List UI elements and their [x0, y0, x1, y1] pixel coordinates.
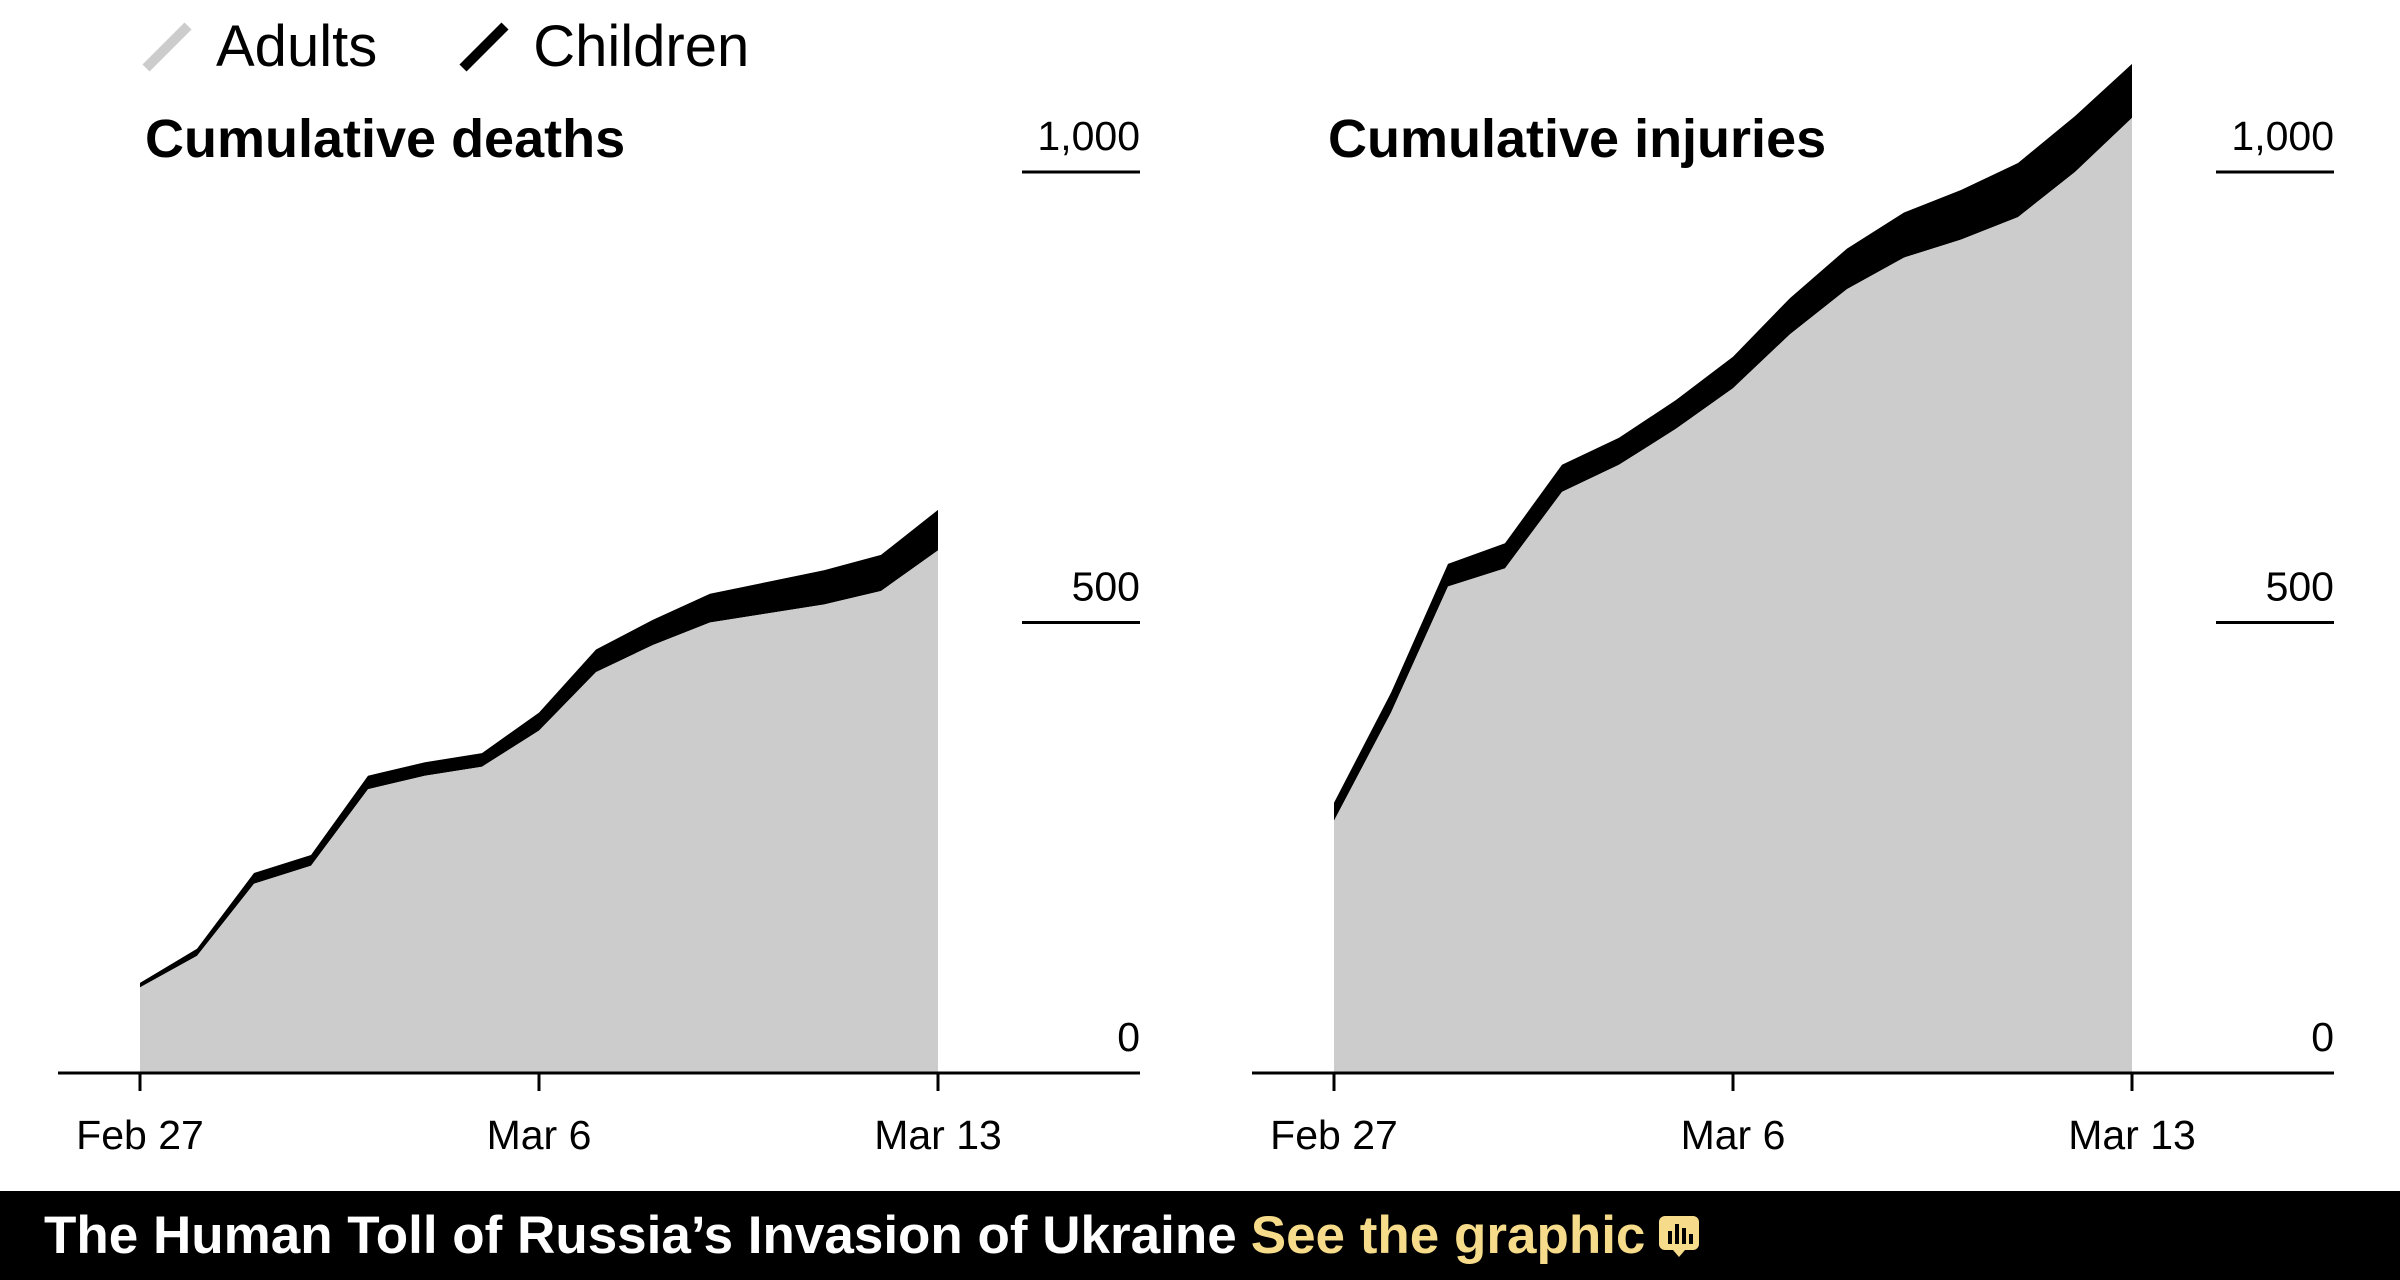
injuries-ytick-label-0: 0 — [2311, 1014, 2334, 1060]
footer-banner[interactable]: The Human Toll of Russia’s Invasion of U… — [0, 1191, 2400, 1280]
deaths-xtick-label-1: Mar 6 — [487, 1112, 592, 1158]
legend-item-adults: Adults — [140, 18, 377, 76]
legend-label-children: Children — [533, 14, 750, 79]
injuries-children-area — [1334, 63, 2132, 821]
injuries-xtick-label-0: Feb 27 — [1270, 1112, 1398, 1158]
deaths-ytick-label-1: 500 — [1072, 564, 1140, 610]
adults-swatch-icon — [142, 22, 192, 72]
legend-label-adults: Adults — [216, 14, 378, 79]
deaths-adults-area — [140, 550, 938, 1073]
deaths-xtick-label-0: Feb 27 — [76, 1112, 204, 1158]
injuries-chart-title: Cumulative injuries — [1328, 109, 1827, 169]
injuries-ytick-label-2: 1,000 — [2231, 113, 2334, 159]
injuries-xtick-label-2: Mar 13 — [2068, 1112, 2196, 1158]
deaths-xtick-label-2: Mar 13 — [874, 1112, 1002, 1158]
deaths-ytick-label-2: 1,000 — [1037, 113, 1140, 159]
injuries-xtick-label-1: Mar 6 — [1681, 1112, 1786, 1158]
footer-title[interactable]: The Human Toll of Russia’s Invasion of U… — [44, 1206, 1237, 1265]
injuries-ytick-label-1: 500 — [2266, 564, 2334, 610]
charts-canvas: 0 500 1,000 Feb 27 Mar 6 Mar 13 0 500 1,000 Feb 2… — [58, 63, 2334, 1158]
deaths-ytick-label-0: 0 — [1117, 1014, 1140, 1060]
deaths-chart-title: Cumulative deaths — [145, 109, 626, 169]
chart-icon[interactable] — [1657, 1214, 1701, 1258]
children-swatch-icon — [459, 22, 509, 72]
see-graphic-link[interactable]: See the graphic — [1250, 1206, 1646, 1265]
injuries-adults-area — [1334, 117, 2132, 1073]
legend: Adults Children — [140, 12, 829, 82]
legend-item-children: Children — [457, 18, 749, 76]
